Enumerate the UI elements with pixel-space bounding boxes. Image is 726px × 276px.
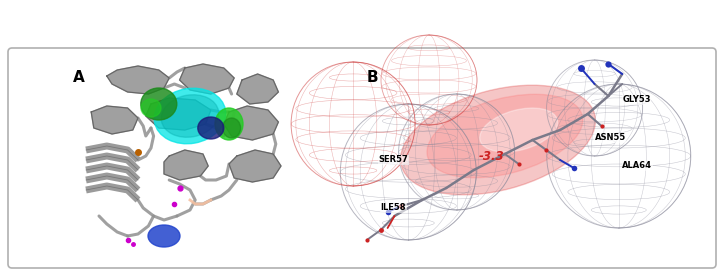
Polygon shape — [229, 150, 281, 182]
Ellipse shape — [197, 117, 224, 139]
Ellipse shape — [154, 88, 226, 144]
Polygon shape — [224, 106, 278, 140]
Polygon shape — [164, 150, 208, 180]
Ellipse shape — [401, 85, 595, 195]
Polygon shape — [237, 74, 278, 104]
Ellipse shape — [148, 225, 180, 247]
Text: ILE58: ILE58 — [380, 203, 407, 213]
Ellipse shape — [161, 95, 219, 137]
Ellipse shape — [480, 108, 558, 152]
Polygon shape — [146, 98, 211, 130]
Text: GLY53: GLY53 — [622, 95, 650, 105]
Ellipse shape — [215, 108, 243, 140]
Ellipse shape — [223, 118, 240, 138]
Ellipse shape — [141, 88, 177, 120]
Ellipse shape — [427, 94, 583, 178]
Ellipse shape — [141, 99, 161, 117]
Polygon shape — [179, 64, 234, 94]
Polygon shape — [91, 106, 138, 134]
Text: ASN55: ASN55 — [595, 134, 626, 142]
Text: -3.3: -3.3 — [478, 150, 504, 163]
Text: A: A — [73, 70, 85, 85]
Text: B: B — [367, 70, 378, 85]
Text: ALA64: ALA64 — [622, 161, 652, 171]
FancyBboxPatch shape — [8, 48, 716, 268]
Polygon shape — [107, 66, 169, 94]
Text: SER57: SER57 — [378, 155, 408, 164]
